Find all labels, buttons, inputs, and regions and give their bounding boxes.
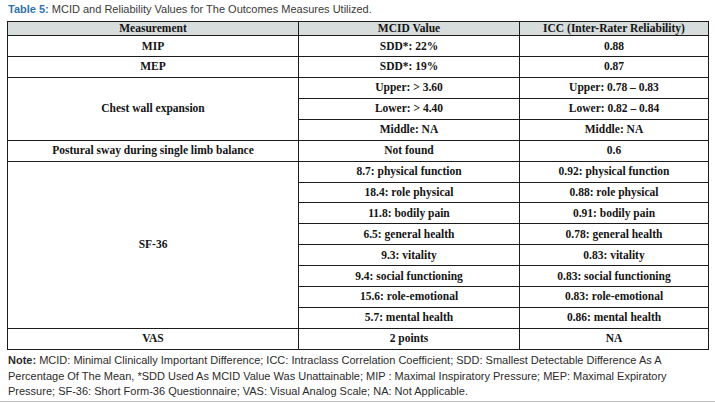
footnote-text: MCID: Minimal Clinically Important Diffe… — [8, 354, 667, 397]
table-caption-label: Table 5: — [8, 3, 49, 15]
icc-cell: Lower: 0.82 – 0.84 — [520, 98, 709, 119]
icc-cell: 0.78: general health — [520, 224, 709, 245]
table-row: MEPSDD*: 19%0.87 — [8, 57, 709, 78]
mcid-reliability-table: Measurement MCID Value ICC (Inter-Rater … — [7, 21, 709, 350]
table-row: MIPSDD*: 22%0.88 — [8, 36, 709, 57]
mcid-cell: 15.6: role-emotional — [299, 287, 520, 308]
icc-cell: NA — [520, 328, 709, 349]
mcid-cell: 8.7: physical function — [299, 161, 520, 182]
header-measurement: Measurement — [8, 22, 299, 36]
mcid-cell: 11.8: bodily pain — [299, 203, 520, 224]
icc-cell: 0.88 — [520, 36, 709, 57]
icc-cell: 0.83: social functioning — [520, 266, 709, 287]
table-row: VAS2 pointsNA — [8, 328, 709, 349]
measurement-cell: MIP — [8, 36, 299, 57]
table-caption: Table 5: MCID and Reliability Values for… — [8, 3, 372, 15]
measurement-cell: Postural sway during single limb balance — [8, 140, 299, 161]
table-footnote: Note: MCID: Minimal Clinically Important… — [8, 353, 709, 400]
table-row: SF-368.7: physical function0.92: physica… — [8, 161, 709, 182]
icc-cell: Middle: NA — [520, 119, 709, 140]
icc-cell: 0.6 — [520, 140, 709, 161]
paper-table-page: Table 5: MCID and Reliability Values for… — [0, 0, 715, 403]
mcid-cell: SDD*: 22% — [299, 36, 520, 57]
footnote-label: Note: — [8, 354, 36, 366]
measurement-cell: MEP — [8, 57, 299, 78]
icc-cell: 0.87 — [520, 57, 709, 78]
icc-cell: 0.92: physical function — [520, 161, 709, 182]
table-caption-text: MCID and Reliability Values for The Outc… — [49, 3, 372, 15]
mcid-cell: Middle: NA — [299, 119, 520, 140]
mcid-cell: 5.7: mental health — [299, 308, 520, 329]
mcid-cell: 9.3: vitality — [299, 245, 520, 266]
measurement-cell: Chest wall expansion — [8, 78, 299, 141]
mcid-cell: 6.5: general health — [299, 224, 520, 245]
measurement-cell: SF-36 — [8, 161, 299, 328]
icc-cell: 0.83: role-emotional — [520, 287, 709, 308]
icc-cell: 0.83: vitality — [520, 245, 709, 266]
header-mcid-value: MCID Value — [299, 22, 520, 36]
table-header-row: Measurement MCID Value ICC (Inter-Rater … — [8, 22, 709, 36]
mcid-cell: Lower: > 4.40 — [299, 98, 520, 119]
icc-cell: Upper: 0.78 – 0.83 — [520, 78, 709, 99]
measurement-cell: VAS — [8, 328, 299, 349]
mcid-cell: SDD*: 19% — [299, 57, 520, 78]
icc-cell: 0.91: bodily pain — [520, 203, 709, 224]
table-body: MIPSDD*: 22%0.88MEPSDD*: 19%0.87Chest wa… — [8, 36, 709, 350]
table-row: Chest wall expansionUpper: > 3.60Upper: … — [8, 78, 709, 99]
mcid-cell: Upper: > 3.60 — [299, 78, 520, 99]
page-bottom-divider — [0, 401, 715, 402]
header-icc: ICC (Inter-Rater Reliability) — [520, 22, 709, 36]
table-row: Postural sway during single limb balance… — [8, 140, 709, 161]
mcid-cell: 9.4: social functioning — [299, 266, 520, 287]
icc-cell: 0.86: mental health — [520, 308, 709, 329]
mcid-cell: Not found — [299, 140, 520, 161]
icc-cell: 0.88: role physical — [520, 182, 709, 203]
mcid-cell: 18.4: role physical — [299, 182, 520, 203]
mcid-cell: 2 points — [299, 328, 520, 349]
